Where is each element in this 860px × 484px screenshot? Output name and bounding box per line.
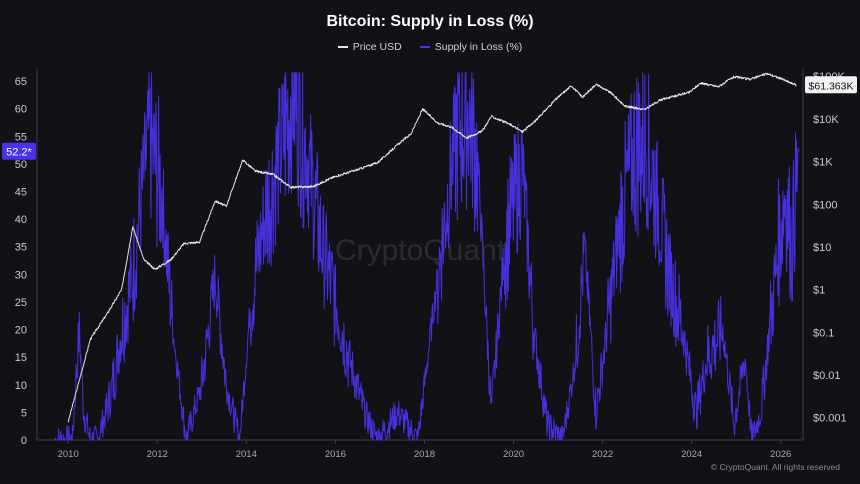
legend: Price USD Supply in Loss (%) (0, 41, 860, 53)
x-tick-label: 2020 (503, 449, 524, 460)
legend-item-price[interactable]: Price USD (337, 41, 402, 53)
y-left-tick-label: 40 (15, 214, 27, 226)
y-left-tick-label: 65 (15, 76, 27, 88)
x-tick-label: 2014 (236, 449, 257, 460)
x-tick-label: 2012 (147, 449, 168, 460)
y-right-tick-label: $100 (813, 199, 837, 211)
y-left-tick-label: 55 (15, 131, 27, 143)
y-right-tick-label: $10 (813, 242, 831, 254)
legend-swatch-supply-in-loss (419, 46, 430, 48)
y-left-tick-label: 30 (15, 269, 27, 281)
y-left-tick-label: 25 (15, 297, 27, 309)
current-supply-label-bg (2, 142, 36, 160)
y-right-tick-label: $0.001 (813, 413, 847, 425)
y-right-tick-label: $0.01 (813, 370, 841, 382)
x-tick-label: 2026 (770, 449, 791, 460)
copyright-notice: © CryptoQuant. All rights reserved (710, 462, 840, 472)
x-tick-label: 2016 (325, 449, 346, 460)
legend-item-supply-in-loss[interactable]: Supply in Loss (%) (419, 41, 523, 53)
supply-in-loss-line (54, 72, 799, 441)
current-price-label: $61.363K (809, 80, 854, 92)
y-left-tick-label: 0 (21, 435, 27, 447)
y-left-tick-label: 10 (15, 380, 27, 392)
x-tick-label: 2018 (414, 449, 435, 460)
y-left-tick-label: 50 (15, 159, 27, 171)
y-left-tick-label: 45 (15, 186, 27, 198)
y-left-tick-label: 35 (15, 242, 27, 254)
current-price-label-bg (805, 76, 857, 94)
legend-label-supply-in-loss: Supply in Loss (%) (434, 41, 523, 53)
price-usd-line (67, 72, 797, 423)
chart-title: Bitcoin: Supply in Loss (%) (326, 13, 534, 30)
current-supply-label: 52.2* (6, 147, 32, 159)
y-left-tick-label: 5 (21, 407, 27, 419)
x-tick-label: 2010 (58, 449, 79, 460)
y-left-tick-label: 15 (15, 352, 27, 364)
legend-label-price: Price USD (352, 41, 402, 53)
y-left-tick-label: 60 (15, 104, 27, 116)
y-right-tick-label: $0.1 (813, 327, 834, 339)
y-right-tick-label: $1 (813, 285, 825, 297)
x-tick-label: 2022 (592, 449, 613, 460)
x-tick-label: 2024 (681, 449, 702, 460)
y-left-tick-label: 20 (15, 325, 27, 337)
y-right-tick-label: $1K (813, 157, 833, 169)
watermark: CryptoQuant (335, 234, 506, 267)
legend-swatch-price (337, 46, 348, 48)
y-right-tick-label: $10K (813, 114, 839, 126)
